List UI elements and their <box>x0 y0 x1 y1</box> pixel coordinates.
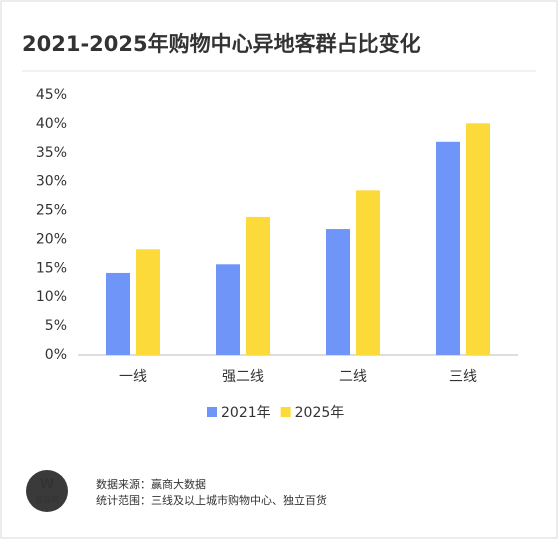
y-tick-label: 20% <box>36 231 67 247</box>
y-tick-label: 45% <box>36 87 67 103</box>
bar <box>106 272 130 355</box>
x-tick-label: 二线 <box>339 369 367 385</box>
bar <box>326 229 350 355</box>
bar <box>466 123 490 355</box>
scope: 统计范围：三线及以上城市购物中心、独立百货 <box>96 493 327 507</box>
y-tick-label: 35% <box>36 145 67 161</box>
bar <box>136 249 160 355</box>
legend-label: 2025年 <box>295 405 345 421</box>
legend-swatch <box>207 407 217 417</box>
logo-mark: W <box>40 478 54 493</box>
logo <box>26 470 68 512</box>
y-tick-label: 10% <box>36 289 67 305</box>
y-tick-label: 5% <box>45 318 67 334</box>
y-tick-label: 0% <box>45 347 67 363</box>
y-tick-label: 40% <box>36 116 67 132</box>
chart-title: 2021-2025年购物中心异地客群占比变化 <box>22 32 421 56</box>
bar <box>216 264 240 355</box>
bar <box>246 216 270 355</box>
legend-swatch <box>280 407 291 417</box>
source: 数据来源：赢商大数据 <box>96 477 206 491</box>
x-tick-label: 强二线 <box>222 369 264 385</box>
bar <box>356 190 380 355</box>
logo-text: 赢商网 <box>35 495 59 505</box>
x-tick-label: 三线 <box>449 369 477 385</box>
bar <box>436 141 460 355</box>
y-tick-label: 25% <box>36 203 67 219</box>
legend-label: 2021年 <box>221 405 271 421</box>
y-tick-label: 15% <box>36 260 67 276</box>
x-tick-label: 一线 <box>119 369 147 385</box>
y-tick-label: 30% <box>36 174 67 190</box>
